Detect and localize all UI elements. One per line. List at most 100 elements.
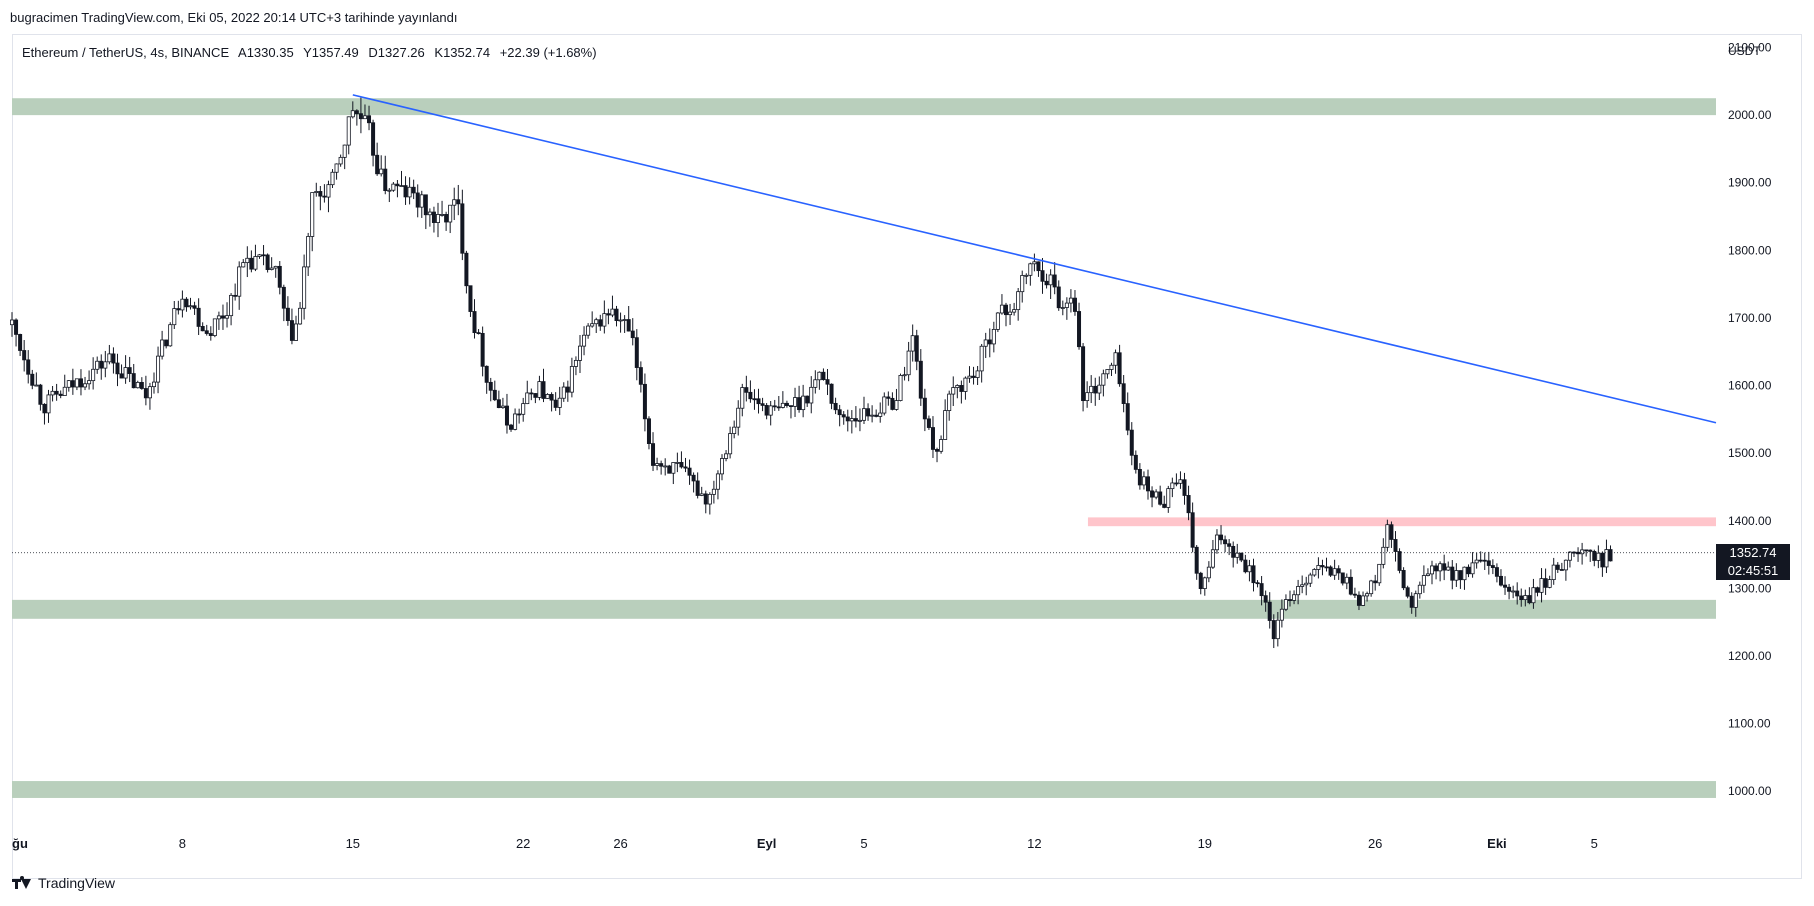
candle-down bbox=[549, 394, 554, 401]
candle-up bbox=[1604, 549, 1609, 568]
candle-up bbox=[1523, 595, 1528, 601]
candle-down bbox=[1482, 559, 1487, 562]
candle-down bbox=[890, 397, 895, 410]
candle-up bbox=[237, 266, 242, 297]
candle-down bbox=[971, 375, 976, 378]
x-tick-label: 5 bbox=[860, 836, 867, 851]
y-tick-label: 1200.00 bbox=[1728, 649, 1772, 663]
candle-up bbox=[894, 400, 899, 410]
candle-down bbox=[784, 402, 789, 407]
candle-up bbox=[172, 308, 177, 326]
candle-up bbox=[1430, 565, 1435, 575]
support-zone[interactable] bbox=[12, 781, 1716, 798]
candle-up bbox=[963, 377, 968, 392]
candle-up bbox=[1166, 488, 1171, 508]
candle-up bbox=[1016, 291, 1021, 311]
candle-down bbox=[1320, 565, 1325, 568]
candle-down bbox=[529, 392, 534, 395]
candle-down bbox=[626, 319, 631, 332]
candle-up bbox=[1567, 551, 1572, 561]
tradingview-brand[interactable]: TradingView bbox=[12, 875, 115, 891]
descending-trendline[interactable] bbox=[352, 94, 1717, 424]
candle-down bbox=[115, 362, 120, 375]
candle-down bbox=[926, 418, 931, 428]
candle-down bbox=[480, 332, 485, 367]
candle-up bbox=[975, 370, 980, 378]
symbol-legend: Ethereum / TetherUS, 4s, BINANCE A1330.3… bbox=[22, 45, 603, 60]
candle-down bbox=[1052, 274, 1057, 288]
candle-up bbox=[955, 385, 960, 388]
candle-up bbox=[1060, 307, 1065, 309]
candle-down bbox=[837, 409, 842, 416]
candle-down bbox=[200, 326, 205, 332]
candle-down bbox=[383, 168, 388, 192]
candle-up bbox=[809, 386, 814, 404]
candle-down bbox=[845, 416, 850, 422]
candle-up bbox=[813, 379, 818, 388]
candle-up bbox=[1563, 559, 1568, 571]
candle-down bbox=[411, 186, 416, 194]
symbol-name[interactable]: Ethereum / TetherUS, 4s, BINANCE bbox=[22, 45, 230, 60]
candle-up bbox=[253, 256, 258, 270]
candle-up bbox=[1048, 274, 1053, 286]
candle-up bbox=[768, 405, 773, 416]
candle-up bbox=[1235, 552, 1240, 558]
candle-down bbox=[752, 398, 757, 401]
last-price-label: 1352.74 bbox=[1729, 544, 1777, 560]
candle-down bbox=[261, 254, 266, 257]
candle-down bbox=[1543, 578, 1548, 588]
candle-down bbox=[1219, 534, 1224, 541]
candle-down bbox=[1515, 590, 1520, 597]
candle-down bbox=[484, 365, 489, 383]
support-zone[interactable] bbox=[12, 599, 1716, 619]
candle-down bbox=[630, 330, 635, 339]
candle-down bbox=[821, 371, 826, 381]
candle-up bbox=[1316, 565, 1321, 570]
tradingview-logo-icon bbox=[12, 876, 32, 890]
candle-up bbox=[427, 211, 432, 216]
candle-up bbox=[95, 360, 100, 370]
candle-down bbox=[127, 367, 132, 374]
candle-down bbox=[1162, 503, 1167, 508]
candle-down bbox=[1527, 595, 1532, 604]
candle-up bbox=[34, 384, 39, 387]
support-zone[interactable] bbox=[12, 98, 1716, 116]
x-tick-label: 26 bbox=[1368, 836, 1382, 851]
candle-down bbox=[289, 320, 294, 341]
candle-down bbox=[922, 397, 927, 420]
resistance-zone[interactable] bbox=[1087, 517, 1716, 527]
candle-up bbox=[338, 156, 343, 165]
x-tick-label: 26 bbox=[613, 836, 627, 851]
candle-up bbox=[618, 319, 623, 322]
candle-up bbox=[1097, 384, 1102, 394]
candle-up bbox=[1170, 482, 1175, 490]
candle-down bbox=[472, 311, 477, 334]
candle-down bbox=[176, 308, 181, 311]
candle-up bbox=[180, 298, 185, 311]
candle-up bbox=[302, 266, 307, 309]
candle-up bbox=[452, 199, 457, 206]
y-tick-label: 1100.00 bbox=[1728, 717, 1771, 731]
candle-down bbox=[111, 353, 116, 364]
candle-down bbox=[119, 373, 124, 379]
candle-down bbox=[1559, 569, 1564, 571]
candle-down bbox=[748, 391, 753, 400]
candle-down bbox=[54, 390, 59, 395]
y-tick-label: 2100.00 bbox=[1728, 41, 1772, 55]
candle-down bbox=[204, 330, 209, 334]
candle-down bbox=[646, 418, 651, 444]
candle-up bbox=[188, 305, 193, 308]
candle-down bbox=[1198, 572, 1203, 589]
candle-up bbox=[448, 204, 453, 223]
candle-up bbox=[1113, 352, 1118, 366]
candle-down bbox=[322, 195, 327, 198]
candle-up bbox=[569, 366, 574, 393]
candle-up bbox=[1421, 575, 1426, 586]
candle-down bbox=[184, 298, 189, 308]
candle-down bbox=[756, 398, 761, 405]
candle-up bbox=[513, 413, 518, 430]
candle-down bbox=[1592, 550, 1597, 561]
candle-down bbox=[1129, 429, 1134, 456]
candle-down bbox=[667, 465, 672, 474]
